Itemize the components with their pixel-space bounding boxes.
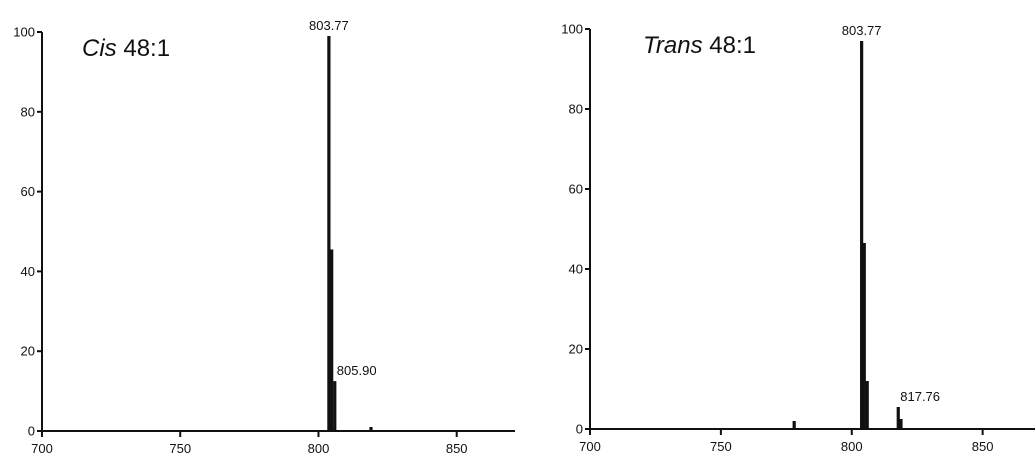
trans-panel-title: Trans 48:1 (643, 32, 756, 59)
trans-x-tick-label: 850 (972, 439, 994, 454)
cis-panel-title: Cis 48:1 (82, 35, 170, 62)
trans-peak-label: 803.77 (842, 23, 882, 38)
trans-y-tick-label: 60 (569, 182, 583, 197)
trans-peak-label: 817.76 (900, 389, 940, 404)
cis-title-italic: Cis (82, 35, 117, 62)
cis-peak (327, 35, 331, 432)
cis-x-tick-label: 800 (308, 441, 330, 456)
trans-spectrum-panel: Trans 48:1 0 20 40 60 80 100 700 750 800 850 803.7… (561, 22, 1035, 454)
cis-y-tick-label: 20 (21, 344, 35, 359)
trans-peak (899, 419, 903, 429)
trans-peak (862, 243, 866, 429)
cis-y-tick-label: 40 (21, 264, 35, 279)
cis-spectrum-panel: Cis 48:1 0 20 40 60 80 100 700 750 800 850 803.77 8… (13, 18, 515, 456)
trans-y-tick-label: 20 (569, 342, 583, 357)
cis-x-tick-label: 700 (31, 441, 53, 456)
trans-peak (860, 41, 864, 429)
trans-x-tick-label: 800 (841, 439, 863, 454)
cis-peak (333, 381, 337, 431)
cis-y-tick-label: 0 (28, 424, 35, 439)
cis-y-tick-label: 80 (21, 104, 35, 119)
trans-y-tick-label: 100 (561, 22, 583, 37)
cis-x-tick-label: 750 (169, 441, 191, 456)
trans-title-italic: Trans (643, 32, 703, 59)
cis-peak (369, 427, 373, 431)
cis-y-tick-label: 100 (13, 25, 35, 40)
cis-y-tick-label: 60 (21, 184, 35, 199)
cis-x-tick-label: 850 (446, 441, 468, 456)
trans-x-tick-label: 700 (579, 439, 601, 454)
trans-title-rest: 48:1 (703, 32, 756, 59)
cis-peak-label: 803.77 (309, 18, 349, 33)
trans-peak (792, 421, 796, 429)
trans-peak (865, 381, 869, 429)
cis-title-rest: 48:1 (117, 35, 170, 62)
trans-peak (896, 407, 900, 429)
cis-peak (330, 249, 334, 431)
trans-y-tick-label: 0 (576, 422, 583, 437)
trans-x-tick-label: 750 (710, 439, 732, 454)
trans-y-tick-label: 40 (569, 262, 583, 277)
cis-peak-label: 805.90 (337, 363, 377, 378)
trans-y-tick-label: 80 (569, 102, 583, 117)
